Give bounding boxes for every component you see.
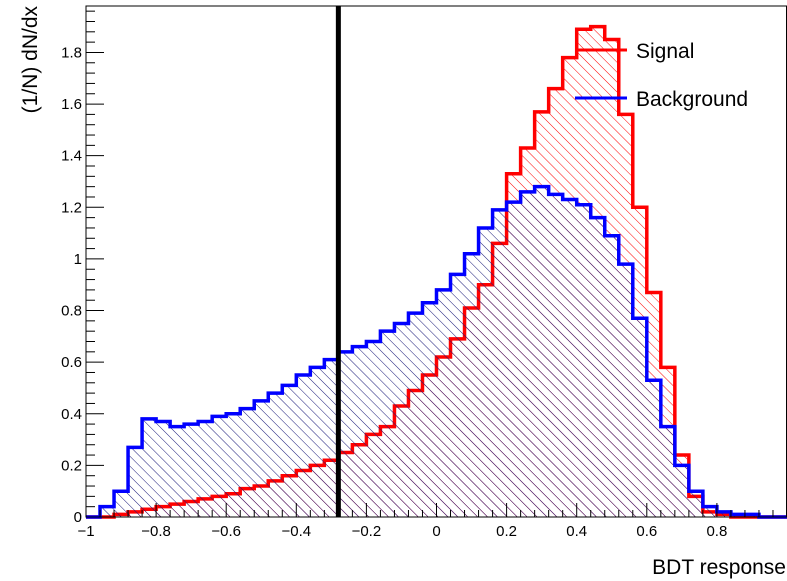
y-tick-label: 0 [74,509,82,526]
y-tick-label: 1.8 [61,44,82,61]
x-tick-label: −0.2 [352,523,382,540]
y-tick-label: 0.2 [61,457,82,474]
x-tick-label: −0.4 [281,523,311,540]
legend-signal-label: Signal [636,40,694,63]
x-axis-title: BDT response [652,556,786,579]
x-tick-label: −0.6 [211,523,241,540]
x-tick-label: 0.4 [566,523,587,540]
y-tick-label: 1 [74,251,82,268]
plot-area [86,24,787,519]
legend-background-label: Background [636,88,748,111]
background-histogram-line [86,184,787,519]
x-tick-label: 0.6 [636,523,657,540]
legend: Signal Background [575,40,748,111]
y-axis-title: (1/N) dN/dx [19,6,42,114]
y-tick-label: 1.4 [61,148,82,165]
y-tick-label: 0.6 [61,354,82,371]
y-tick-label: 1.6 [61,96,82,113]
x-tick-label: −0.8 [141,523,171,540]
y-tick-label: 1.2 [61,199,82,216]
x-tick-label: 0.2 [496,523,517,540]
x-tick-label: −1 [77,523,94,540]
x-axis: −1 −0.8 −0.6 −0.4 −0.2 0 0.2 0.4 0.6 0.8 [77,503,787,540]
y-tick-label: 0.8 [61,303,82,320]
y-tick-label: 0.4 [61,406,82,423]
x-tick-label: 0 [432,523,440,540]
x-tick-label: 0.8 [706,523,727,540]
y-axis: 0 0.2 0.4 0.6 0.8 1 1.2 1.4 1.6 1.8 [61,10,104,526]
background-hatch-fill [86,186,787,518]
